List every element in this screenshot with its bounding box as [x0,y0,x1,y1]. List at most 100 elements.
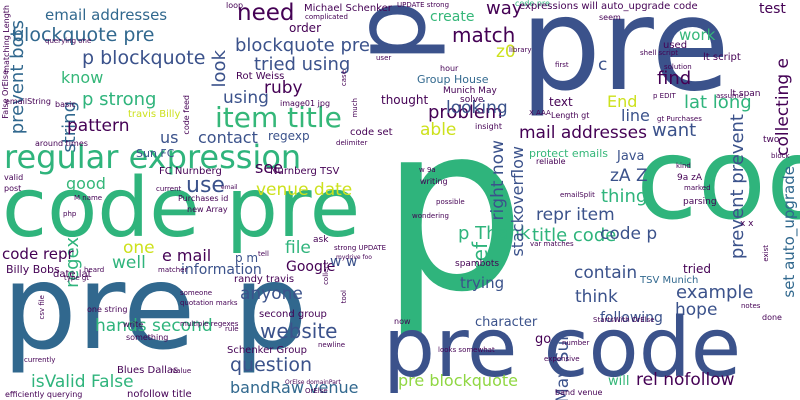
cloud-word: travis Billy [128,109,181,120]
cloud-word: emailSplit [560,191,595,199]
cloud-word: code pre [2,161,361,256]
cloud-word: library [509,46,532,54]
cloud-word: p strong [82,89,157,110]
cloud-word: regular expression [4,138,302,176]
cloud-word: lat long [684,92,752,113]
cloud-word: email [221,184,238,191]
cloud-word: quotation marks [180,299,238,307]
cloud-word: emailString [5,97,51,106]
cloud-word: X AAA [529,109,551,117]
cloud-word: valid [4,173,24,182]
cloud-word: number [562,339,590,347]
cloud-word: set auto_upgrade [780,166,798,298]
cloud-word: code repr [2,245,74,263]
cloud-word: write [123,320,144,329]
cloud-word: Purchases id [178,194,229,203]
cloud-word: title code [532,225,617,246]
cloud-word: new Array [187,205,228,214]
cloud-word: solution [664,63,692,71]
cloud-word: code [636,115,800,245]
cloud-word: marked [684,184,711,192]
cloud-word: rule [225,325,239,333]
cloud-word: block [771,152,790,160]
cloud-word: two [763,135,780,145]
cloud-word: know [61,68,104,87]
cloud-word: use [186,173,225,198]
cloud-word: tried [683,262,711,276]
cloud-word: Blues Dallas [117,365,179,376]
cloud-word: thought [381,93,429,107]
cloud-word: looking [446,98,508,118]
cloud-word: Munich May [443,86,497,96]
cloud-word: p blockquote [82,47,206,69]
cloud-word: someone [180,289,213,297]
cloud-word: FC Nurnberg [159,166,222,177]
cloud-word: contain [574,263,638,283]
cloud-word: StartsWith OrElse [593,316,655,324]
cloud-word: gt Purchases [657,115,702,123]
cloud-word: second group [259,309,327,320]
cloud-word: UPDATE strong [397,1,450,9]
cloud-word: prevent prevent [727,114,748,260]
cloud-word: file [285,238,311,258]
cloud-word: expressions will auto_upgrade code [519,1,698,12]
cloud-word: right now [488,140,508,221]
cloud-word: Length gt [551,111,590,120]
cloud-word: prevent bots [7,20,28,135]
cloud-word: able [420,120,457,140]
cloud-word: mydrive foo [336,254,372,261]
cloud-word: possible [436,198,465,206]
cloud-word: repr item [536,205,615,225]
cloud-word: character [475,315,538,330]
cloud-word: seem [599,13,621,22]
cloud-word: well [112,253,146,273]
cloud-word: good [66,174,106,193]
cloud-word: zA Z [610,166,648,186]
cloud-word: e mail [162,246,212,265]
cloud-word: type gt [64,274,90,282]
cloud-word: image01 jpg [280,99,331,108]
cloud-word: information [181,262,262,278]
cloud-word: wondering [412,212,449,220]
cloud-word: pattern [67,116,130,136]
cloud-word: much [351,98,359,118]
cloud-word: exist [762,245,770,262]
cloud-word: OrElse [305,387,328,395]
cloud-word: Billy Bobs [6,263,60,276]
cloud-word: tool [340,290,348,304]
cloud-word: hour [440,64,459,73]
cloud-word: see [255,158,284,177]
cloud-word: basic [55,100,76,109]
cloud-word: text [549,95,573,109]
cloud-word: anyone [240,284,303,304]
cloud-word: hands second [95,316,213,336]
cloud-word: blockquote pre [12,24,155,46]
cloud-word: bandRaw venue [230,378,359,397]
cloud-word: thing [601,186,648,207]
cloud-word: now [394,317,411,326]
cloud-word: pre p [2,238,308,376]
cloud-word: p Thank [458,223,531,244]
cloud-word: work [679,26,716,44]
cloud-word: Google [286,259,336,275]
cloud-word: tell [258,250,269,258]
cloud-word: p m [235,251,259,265]
cloud-word: parsing [683,197,717,207]
cloud-word: Nurnberg TSV [270,166,340,177]
cloud-word: matcher [158,266,188,274]
cloud-word: venue date [256,180,353,200]
cloud-word: think [575,287,618,307]
cloud-word: writing [420,177,448,186]
cloud-word: way [486,0,523,19]
cloud-word: kind [676,162,691,170]
cloud-word: lt script [703,52,741,63]
cloud-word: delimiter [336,139,368,147]
cloud-word: want [652,120,697,141]
cloud-word: csv file [38,295,46,320]
cloud-word: around times [35,139,88,148]
cloud-word: spambots [455,259,500,269]
cloud-word: pre blockquote [398,371,518,390]
cloud-word: need [237,0,295,26]
cloud-word: order [289,21,321,35]
cloud-word: c [598,55,608,75]
